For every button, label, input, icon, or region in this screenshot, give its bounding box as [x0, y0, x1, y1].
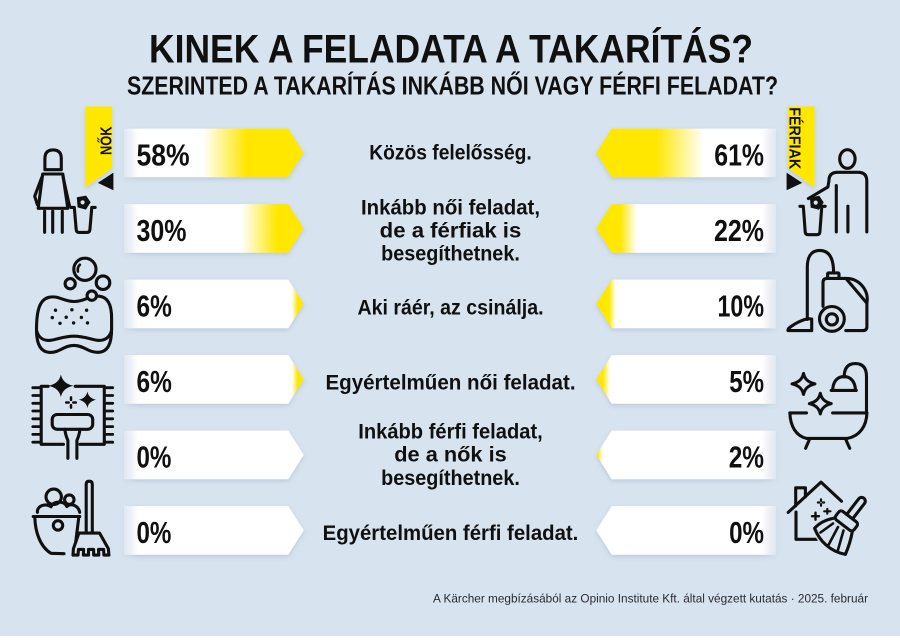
svg-text:22%: 22% [714, 213, 764, 248]
svg-text:30%: 30% [137, 213, 187, 248]
svg-text:SZERINTED A TAKARÍTÁS INKÁBB N: SZERINTED A TAKARÍTÁS INKÁBB NŐI VAGY FÉ… [127, 71, 778, 101]
svg-text:5%: 5% [729, 364, 764, 399]
svg-text:Egyértelműen férfi feladat.: Egyértelműen férfi feladat. [323, 522, 579, 545]
svg-text:Aki ráér, az csinálja.: Aki ráér, az csinálja. [357, 297, 543, 320]
svg-text:6%: 6% [137, 289, 172, 324]
svg-text:Inkább férfi feladat,: Inkább férfi feladat, [358, 421, 543, 444]
svg-text:Egyértelműen női feladat.: Egyértelműen női feladat. [325, 372, 575, 395]
svg-text:de a nők is: de a nők is [394, 444, 507, 467]
svg-text:61%: 61% [714, 138, 764, 173]
svg-text:2%: 2% [729, 440, 764, 475]
svg-text:de a férfiak is: de a férfiak is [380, 220, 522, 243]
svg-text:10%: 10% [718, 289, 765, 324]
svg-text:6%: 6% [137, 364, 172, 399]
svg-text:Közös felelősség.: Közös felelősség. [369, 142, 532, 165]
svg-text:A Kärcher megbízásából az Opin: A Kärcher megbízásából az Opinio Institu… [433, 592, 868, 606]
svg-text:0%: 0% [137, 515, 172, 550]
svg-text:0%: 0% [729, 515, 764, 550]
svg-text:FÉRFIAK: FÉRFIAK [785, 107, 804, 169]
svg-text:NŐK: NŐK [97, 126, 116, 155]
svg-text:Inkább női feladat,: Inkább női feladat, [361, 196, 540, 219]
svg-text:KINEK A FELADATA A TAKARÍTÁS?: KINEK A FELADATA A TAKARÍTÁS? [149, 28, 753, 72]
svg-text:0%: 0% [137, 440, 172, 475]
svg-text:besegíthetnek.: besegíthetnek. [381, 242, 520, 265]
svg-text:58%: 58% [137, 138, 190, 173]
svg-text:besegíthetnek.: besegíthetnek. [381, 467, 520, 490]
